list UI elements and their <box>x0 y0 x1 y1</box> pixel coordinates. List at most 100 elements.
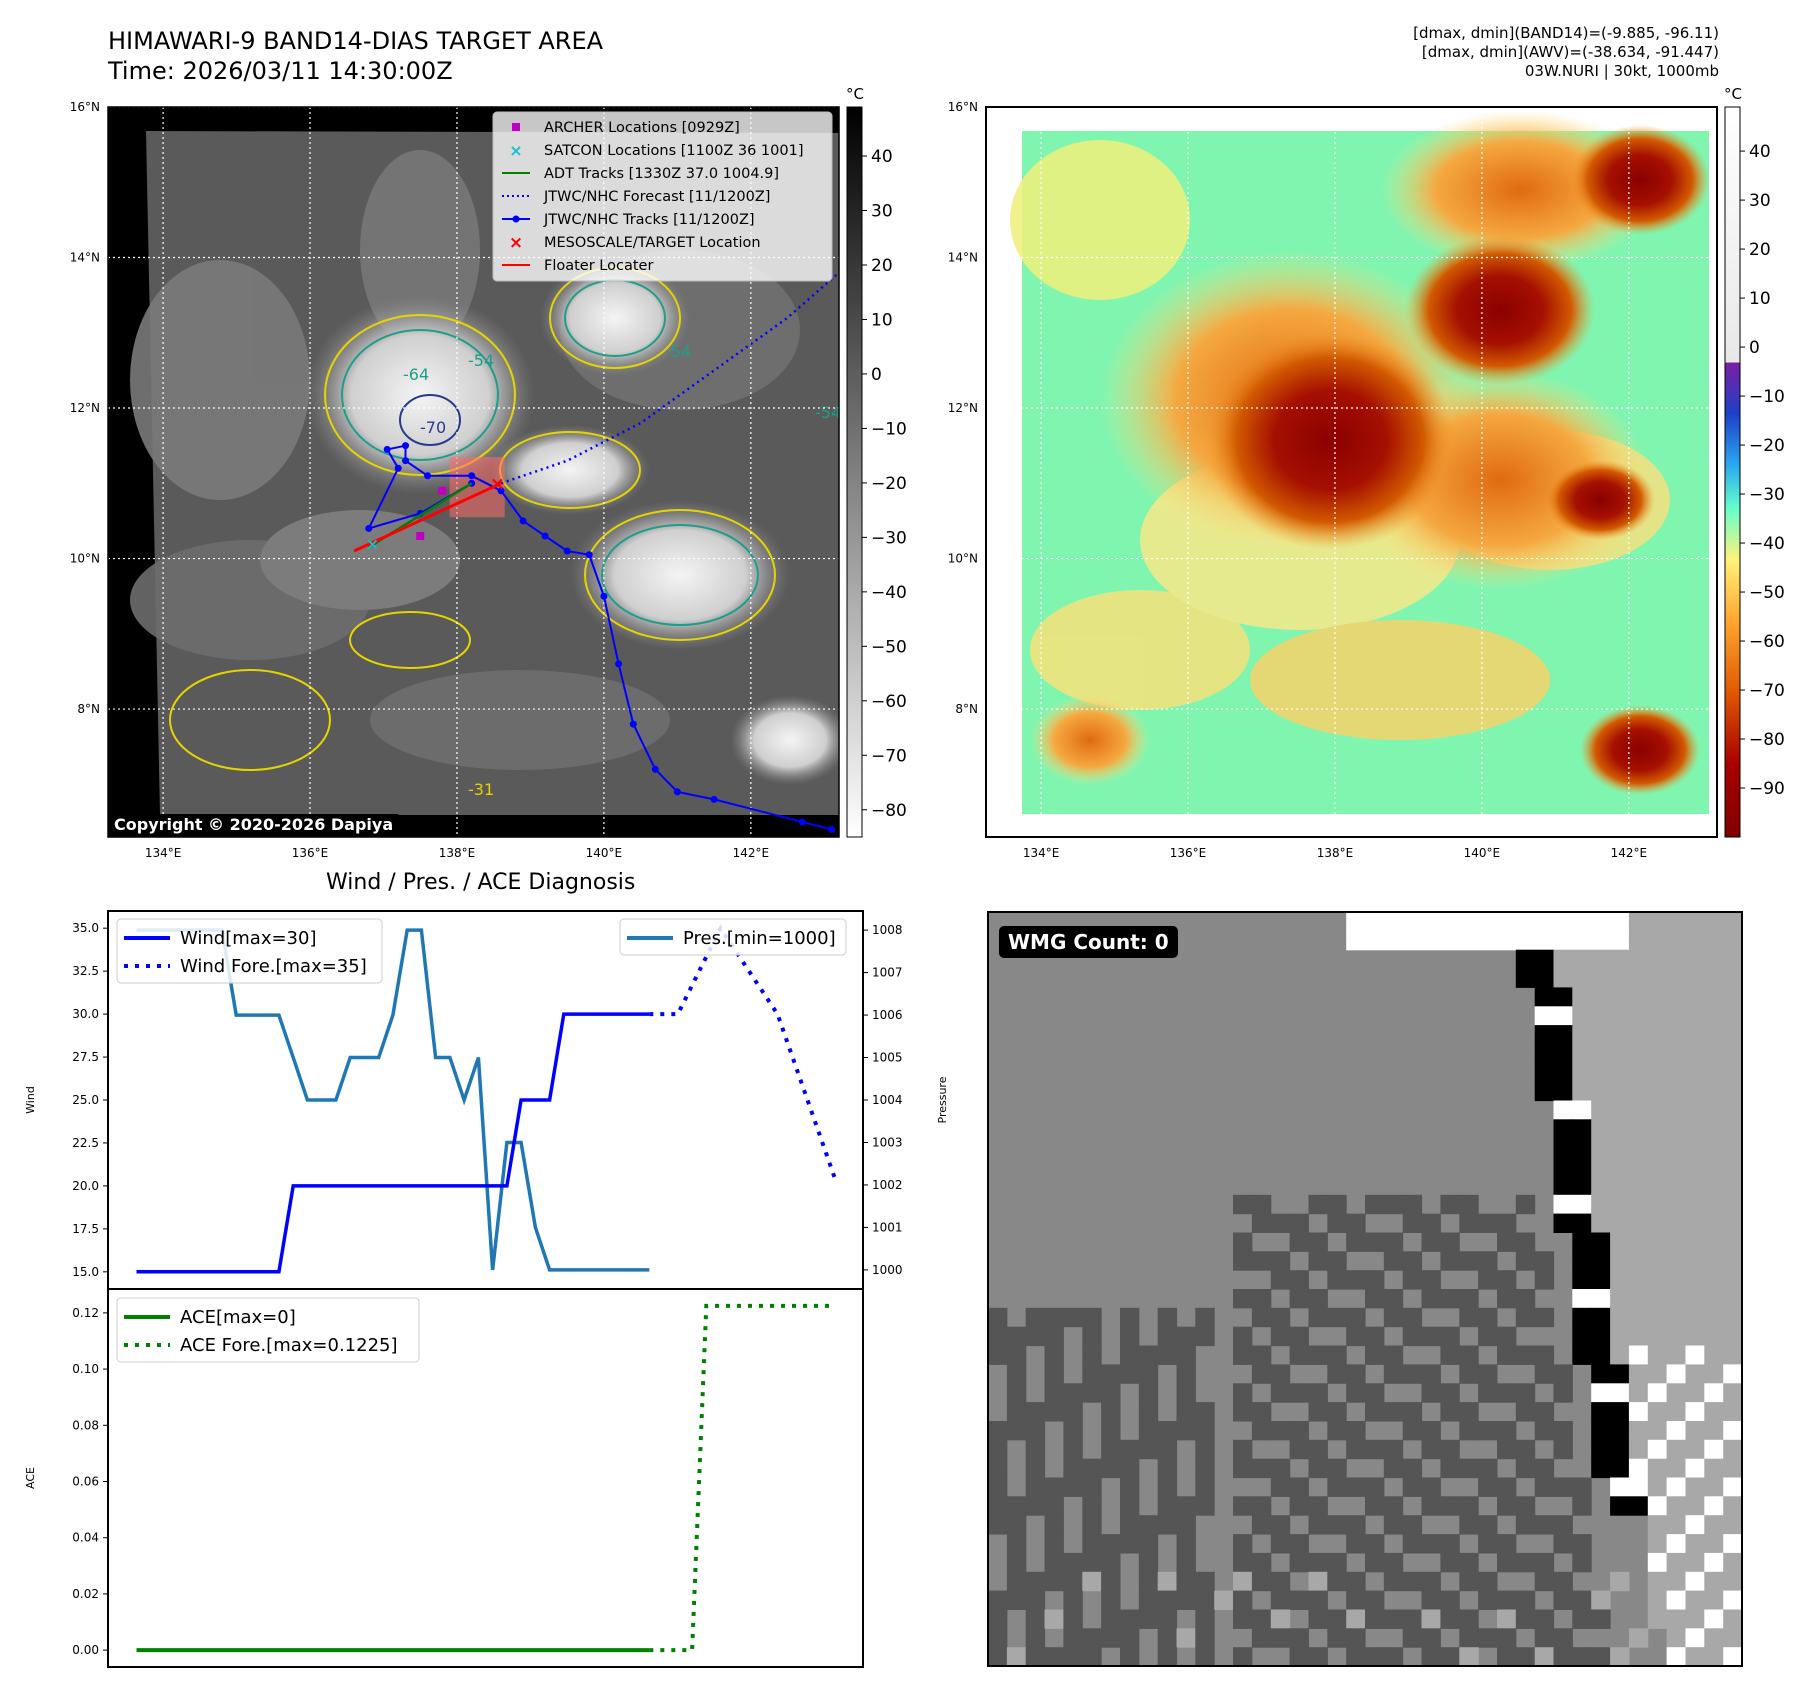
pressure-tick-label: 1008 <box>872 923 903 937</box>
wmg-cell <box>1025 1647 1046 1667</box>
wmg-cell <box>1591 1081 1611 1102</box>
wmg-cell <box>1346 1364 1366 1384</box>
wmg-cell <box>1572 1006 1592 1026</box>
wmg-cell <box>1025 1458 1046 1479</box>
wmg-cell <box>1157 1628 1178 1648</box>
wmg-cell <box>1534 949 1555 970</box>
wmg-cell <box>1685 1251 1705 1271</box>
wmg-cell <box>1308 1439 1328 1460</box>
wmg-cell <box>1251 1213 1272 1233</box>
wmg-cell <box>1647 1025 1668 1045</box>
wmg-cell <box>1685 1044 1705 1064</box>
wmg-cell <box>1440 1534 1460 1554</box>
wmg-cell <box>1478 1326 1498 1347</box>
wmg-cell <box>1251 1345 1272 1365</box>
wmg-cell <box>1685 1477 1705 1497</box>
wmg-cell <box>1685 1307 1705 1328</box>
wmg-cell <box>1628 1326 1649 1347</box>
wmg-cell <box>1308 1647 1328 1667</box>
wmg-cell <box>1138 1515 1159 1535</box>
wmg-cell <box>1270 1251 1291 1271</box>
wmg-cell <box>1120 1364 1140 1384</box>
wmg-cell <box>1251 1571 1272 1592</box>
wmg-cell <box>1402 1571 1423 1592</box>
wmg-cell <box>1666 1081 1686 1102</box>
wmg-cell <box>1327 1307 1347 1328</box>
wmg-cell <box>1666 1157 1686 1177</box>
pressure-tick-label: 1006 <box>872 1008 903 1022</box>
lon-tick-label: 138°E <box>1317 846 1354 860</box>
stats-line-awv: [dmax, dmin](AWV)=(-38.634, -91.447) <box>1421 43 1719 61</box>
wmg-cell <box>1704 987 1724 1007</box>
wmg-cell <box>1346 1590 1366 1610</box>
wmg-cell <box>1723 1402 1743 1422</box>
wmg-cell <box>1497 1345 1517 1365</box>
wmg-cell <box>1459 1307 1479 1328</box>
wmg-cell <box>1327 1364 1347 1384</box>
wmg-cell <box>1138 1590 1159 1610</box>
wmg-cell <box>1628 987 1649 1007</box>
wmg-cell <box>1120 1345 1140 1365</box>
lat-tick-label: 14°N <box>70 251 100 265</box>
wmg-cell <box>1666 1251 1686 1271</box>
wmg-cell <box>1685 1062 1705 1083</box>
wmg-cell <box>1308 1590 1328 1610</box>
wind-series-line <box>136 1012 650 1274</box>
lat-tick-label: 10°N <box>70 552 100 566</box>
wmg-cell <box>1195 1647 1215 1667</box>
wmg-cell <box>1704 1477 1724 1497</box>
wmg-cell <box>1628 912 1649 932</box>
wmg-cell <box>1572 1081 1592 1102</box>
wmg-cell <box>1289 1496 1309 1516</box>
wmg-cell <box>1497 1289 1517 1309</box>
wmg-cell <box>1553 1383 1573 1403</box>
wmg-cell <box>1628 1628 1649 1648</box>
wmg-cell <box>1421 1289 1441 1309</box>
contour-label: -70 <box>420 418 446 437</box>
wmg-cell <box>1082 1515 1102 1535</box>
wmg-cell <box>1289 1534 1309 1554</box>
wmg-cell <box>1251 1194 1272 1215</box>
wmg-cell <box>1440 1552 1460 1573</box>
wmg-cell <box>1628 1307 1649 1328</box>
wmg-cell <box>1723 1100 1743 1120</box>
wmg-cell <box>1591 1175 1611 1196</box>
wmg-cell <box>1195 1477 1215 1497</box>
wmg-cell <box>988 1628 1008 1648</box>
wmg-cell <box>1157 1477 1178 1497</box>
wmg-cell <box>1365 912 1385 932</box>
wmg-cell <box>1421 1213 1441 1233</box>
colorbar-tick-label: −10 <box>871 419 907 439</box>
wmg-cell <box>1327 1213 1347 1233</box>
wmg-cell <box>1666 1307 1686 1328</box>
wmg-cell <box>1534 1458 1555 1479</box>
wmg-cell <box>1591 949 1611 970</box>
wmg-cell <box>1685 1081 1705 1102</box>
wmg-cell <box>1591 1006 1611 1026</box>
wmg-cell <box>1572 1025 1592 1045</box>
wmg-cell <box>1365 1552 1385 1573</box>
wmg-cell <box>1478 1571 1498 1592</box>
wmg-cell <box>1723 930 1743 951</box>
wmg-cell <box>1270 1213 1291 1233</box>
wmg-cell <box>1534 1062 1555 1083</box>
wmg-cell <box>1610 1402 1630 1422</box>
wmg-cell <box>1553 1044 1573 1064</box>
wmg-cell <box>1628 1194 1649 1215</box>
wmg-cell <box>1044 1534 1064 1554</box>
wmg-cell <box>1006 1421 1027 1441</box>
wmg-cell <box>1704 1345 1724 1365</box>
wmg-cell <box>1138 1571 1159 1592</box>
wmg-cell <box>1459 1458 1479 1479</box>
wmg-cell <box>1497 1552 1517 1573</box>
wmg-cell <box>1685 1006 1705 1026</box>
wmg-cell <box>1572 1100 1592 1120</box>
jtwc-track-point <box>402 442 410 450</box>
wmg-cell <box>1383 1647 1404 1667</box>
wmg-cell <box>1591 1458 1611 1479</box>
wmg-cell <box>1270 1270 1291 1290</box>
wmg-cell <box>1497 1609 1517 1629</box>
wmg-cell <box>1723 987 1743 1007</box>
wmg-cell <box>1666 1326 1686 1347</box>
